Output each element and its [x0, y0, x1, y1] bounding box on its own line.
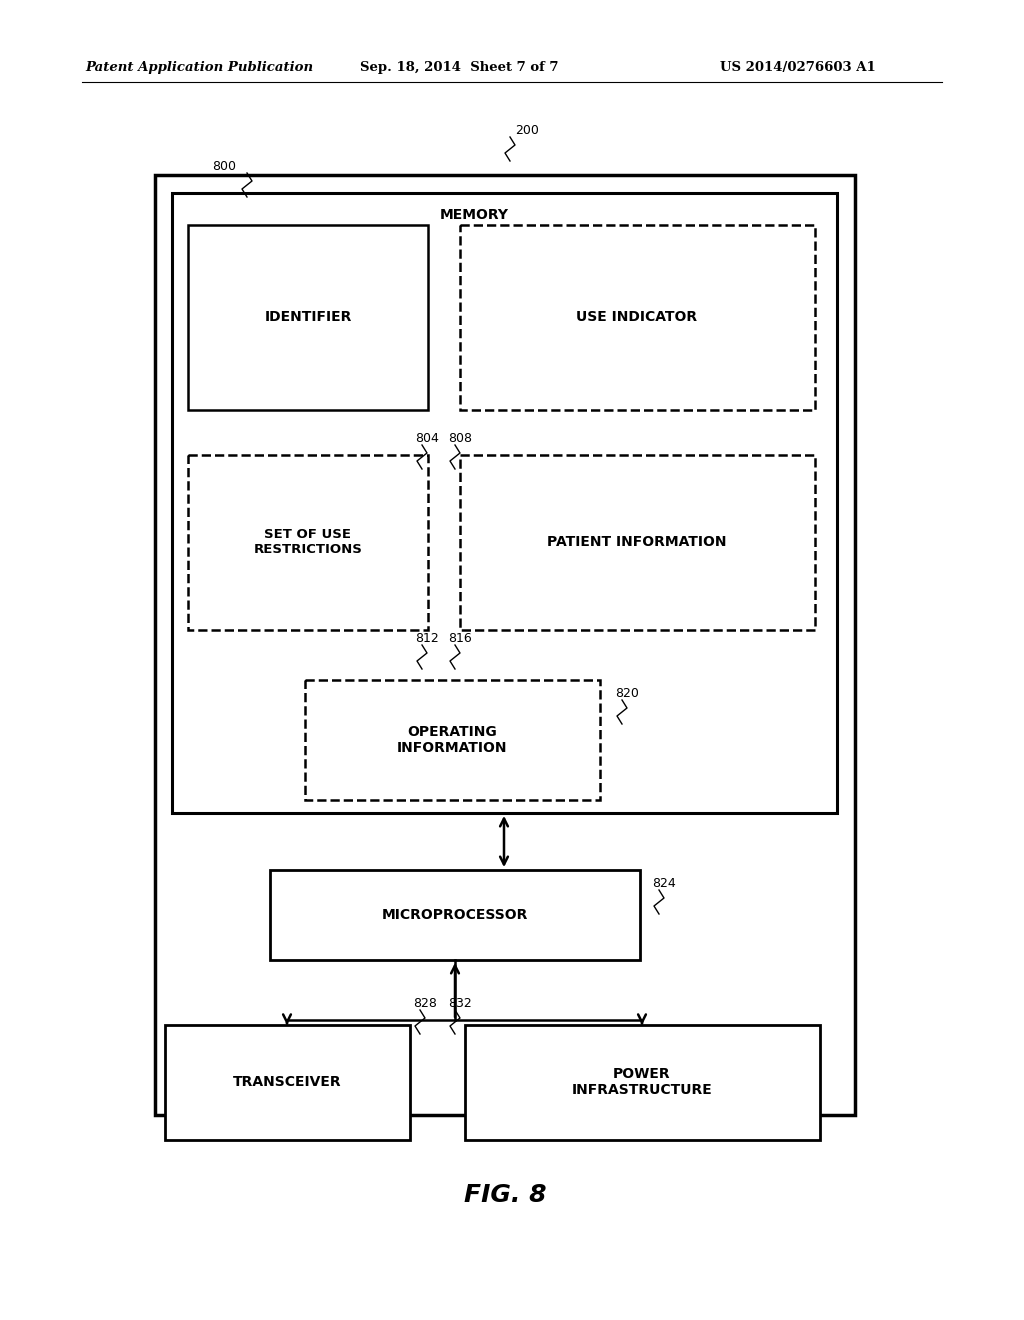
Text: 808: 808 — [449, 432, 472, 445]
Text: TRANSCEIVER: TRANSCEIVER — [232, 1074, 341, 1089]
Text: OPERATING
INFORMATION: OPERATING INFORMATION — [396, 725, 507, 755]
Bar — [460, 224, 815, 411]
Text: 816: 816 — [449, 632, 472, 645]
Text: 820: 820 — [615, 686, 639, 700]
Text: 804: 804 — [415, 432, 439, 445]
Text: USE INDICATOR: USE INDICATOR — [577, 310, 697, 323]
Bar — [188, 224, 428, 411]
Text: 812: 812 — [415, 632, 438, 645]
Bar — [155, 176, 855, 1115]
Text: PATIENT INFORMATION: PATIENT INFORMATION — [547, 535, 727, 549]
Text: 800: 800 — [212, 160, 236, 173]
Text: IDENTIFIER: IDENTIFIER — [264, 310, 351, 323]
Text: 824: 824 — [652, 876, 676, 890]
Text: Sep. 18, 2014  Sheet 7 of 7: Sep. 18, 2014 Sheet 7 of 7 — [360, 62, 558, 74]
Text: 828: 828 — [413, 997, 437, 1010]
Text: 200: 200 — [515, 124, 539, 137]
Text: MICROPROCESSOR: MICROPROCESSOR — [382, 908, 528, 921]
Bar — [172, 193, 837, 813]
Bar — [188, 455, 428, 630]
Bar — [165, 1026, 410, 1140]
Text: 832: 832 — [449, 997, 472, 1010]
Bar — [270, 870, 640, 960]
Text: POWER
INFRASTRUCTURE: POWER INFRASTRUCTURE — [571, 1067, 713, 1097]
Text: Patent Application Publication: Patent Application Publication — [85, 62, 313, 74]
Bar — [305, 680, 600, 800]
Text: FIG. 8: FIG. 8 — [464, 1183, 546, 1206]
Text: SET OF USE
RESTRICTIONS: SET OF USE RESTRICTIONS — [254, 528, 362, 556]
Text: US 2014/0276603 A1: US 2014/0276603 A1 — [720, 62, 876, 74]
Bar — [460, 455, 815, 630]
Bar — [465, 1026, 820, 1140]
Text: MEMORY: MEMORY — [439, 209, 509, 222]
